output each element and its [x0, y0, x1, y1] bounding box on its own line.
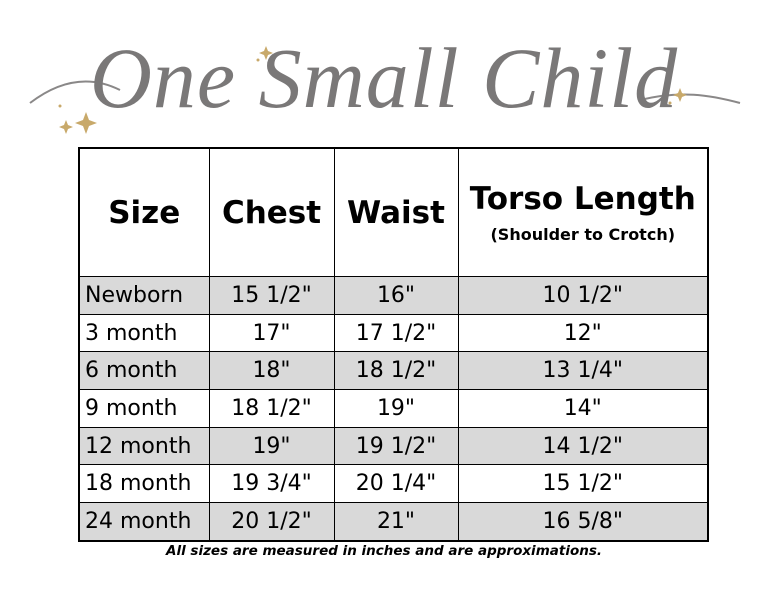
measure-cell: 18"	[208, 351, 335, 391]
size-cell: 6 month	[78, 351, 210, 391]
flourish-left	[29, 80, 121, 104]
column-header: Torso Length (Shoulder to Crotch)	[457, 147, 709, 277]
measure-cell: 19 3/4"	[208, 464, 335, 504]
size-cell: Newborn	[78, 276, 210, 315]
header-text: Size	[108, 194, 181, 231]
table-row: 9 month 18 1/2" 19" 14"	[78, 389, 709, 428]
measure-cell: 18 1/2"	[208, 389, 335, 428]
logo-decoration	[29, 46, 741, 134]
measure-cell: 14 1/2"	[457, 426, 709, 466]
size-cell: 3 month	[78, 313, 210, 353]
size-table: Size Chest Waist Torso Length (Shoulder to C…	[78, 147, 709, 542]
header-text: Torso Length	[469, 181, 696, 217]
measure-cell: 17"	[208, 313, 335, 353]
column-header: Waist	[333, 147, 459, 277]
header-text: Chest	[221, 194, 322, 231]
measure-cell: 20 1/4"	[333, 464, 459, 504]
flourish-right	[639, 93, 741, 104]
stars	[58, 46, 687, 134]
measure-cell: 19 1/2"	[333, 426, 459, 466]
header-note: (Shoulder to Crotch)	[490, 225, 676, 244]
size-cell: 12 month	[78, 426, 210, 466]
measure-cell: 19"	[208, 426, 335, 466]
header-text: Waist	[347, 194, 445, 231]
size-cell: 9 month	[78, 389, 210, 428]
measure-cell: 16 5/8"	[457, 502, 709, 542]
table-row: 12 month 19" 19 1/2" 14 1/2"	[78, 426, 709, 466]
measure-cell: 20 1/2"	[208, 502, 335, 542]
column-header: Chest	[208, 147, 335, 277]
brand-title: One Small Child	[89, 30, 679, 126]
table-row: 3 month 17" 17 1/2" 12"	[78, 313, 709, 353]
table-row: 24 month 20 1/2" 21" 16 5/8"	[78, 502, 709, 542]
table-row: Newborn 15 1/2" 16" 10 1/2"	[78, 276, 709, 315]
measure-cell: 14"	[457, 389, 709, 428]
table-row: 18 month 19 3/4" 20 1/4" 15 1/2"	[78, 464, 709, 504]
table-row: 6 month 18" 18 1/2" 13 1/4"	[78, 351, 709, 391]
measure-cell: 15 1/2"	[208, 276, 335, 315]
size-cell: 18 month	[78, 464, 210, 504]
footnote: All sizes are measured in inches and are…	[166, 543, 602, 559]
measure-cell: 16"	[333, 276, 459, 315]
measure-cell: 21"	[333, 502, 459, 542]
measure-cell: 10 1/2"	[457, 276, 709, 315]
size-cell: 24 month	[78, 502, 210, 542]
measure-cell: 13 1/4"	[457, 351, 709, 391]
header-row: Size Chest Waist Torso Length (Shoulder to C…	[78, 147, 709, 277]
measure-cell: 18 1/2"	[333, 351, 459, 391]
column-header: Size	[78, 147, 210, 277]
measure-cell: 15 1/2"	[457, 464, 709, 504]
measure-cell: 12"	[457, 313, 709, 353]
measure-cell: 17 1/2"	[333, 313, 459, 353]
measure-cell: 19"	[333, 389, 459, 428]
